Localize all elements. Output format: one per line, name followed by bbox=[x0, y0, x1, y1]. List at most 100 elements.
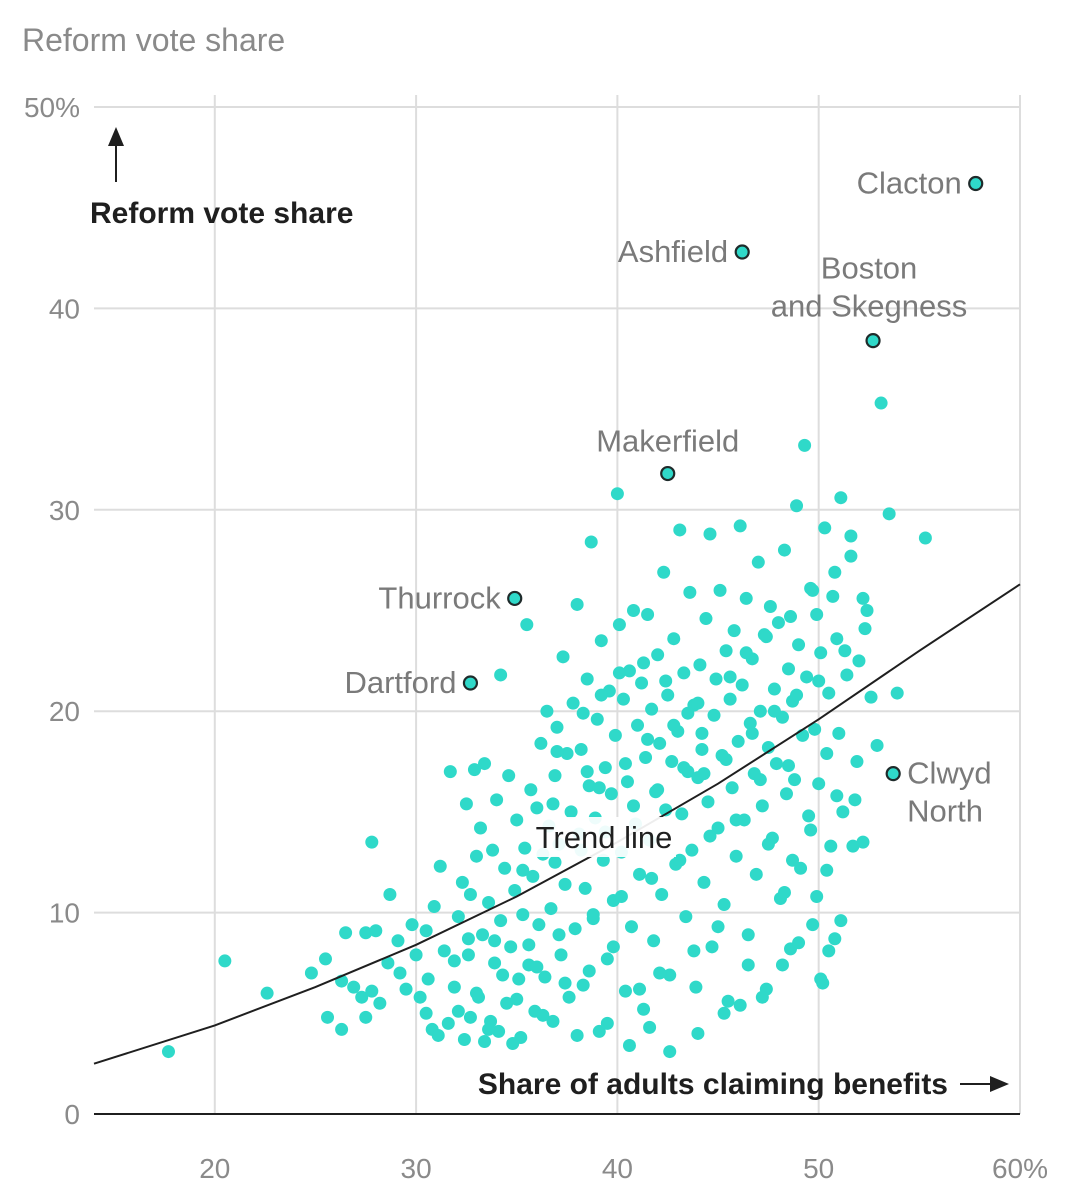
data-point bbox=[792, 936, 806, 950]
data-point bbox=[703, 829, 717, 843]
data-point bbox=[373, 996, 387, 1010]
y-tick-label: 50% bbox=[24, 92, 80, 123]
data-point bbox=[749, 867, 763, 881]
data-point bbox=[161, 1045, 175, 1059]
data-point bbox=[665, 755, 679, 769]
data-point bbox=[755, 799, 769, 813]
constituency-label: Thurrock bbox=[378, 580, 501, 615]
x-tick-label: 30 bbox=[401, 1153, 432, 1184]
data-point bbox=[335, 1022, 349, 1036]
highlighted-point bbox=[507, 590, 523, 607]
data-point bbox=[463, 1010, 477, 1024]
highlighted-points bbox=[462, 175, 984, 782]
data-point bbox=[580, 765, 594, 779]
data-point bbox=[494, 668, 508, 682]
data-point bbox=[657, 565, 671, 579]
data-point bbox=[369, 924, 383, 938]
data-point bbox=[554, 948, 568, 962]
data-point bbox=[848, 793, 862, 807]
data-point bbox=[790, 688, 804, 702]
data-point bbox=[478, 1034, 492, 1048]
data-point bbox=[864, 690, 878, 704]
data-point bbox=[834, 914, 848, 928]
data-point bbox=[723, 692, 737, 706]
data-point bbox=[663, 1045, 677, 1059]
data-point bbox=[626, 604, 640, 617]
data-point bbox=[699, 612, 713, 626]
data-point bbox=[709, 672, 723, 686]
data-point bbox=[759, 630, 773, 644]
data-point bbox=[711, 821, 725, 835]
constituency-label: North bbox=[907, 794, 983, 829]
data-point bbox=[463, 887, 477, 901]
highlighted-point bbox=[660, 465, 676, 482]
y-tick-label: 40 bbox=[49, 293, 80, 324]
data-point bbox=[751, 555, 765, 569]
data-point bbox=[461, 932, 475, 946]
data-point bbox=[838, 644, 852, 658]
data-point bbox=[614, 889, 628, 903]
data-point bbox=[834, 491, 848, 505]
trend-line-annotation: Trend line bbox=[532, 817, 676, 857]
data-point bbox=[806, 918, 820, 932]
data-point bbox=[790, 499, 804, 513]
data-point bbox=[365, 984, 379, 998]
data-point bbox=[727, 624, 741, 638]
data-point bbox=[482, 1022, 496, 1036]
data-point bbox=[814, 646, 828, 660]
constituency-label: Clwyd bbox=[907, 756, 991, 791]
data-point bbox=[753, 704, 767, 718]
data-point bbox=[733, 519, 747, 533]
data-point bbox=[717, 898, 731, 912]
data-point bbox=[451, 910, 465, 924]
data-point bbox=[393, 966, 407, 980]
data-point bbox=[441, 1016, 455, 1030]
data-point bbox=[635, 676, 649, 690]
data-point bbox=[775, 958, 789, 972]
data-point bbox=[707, 708, 721, 722]
x-tick-label: 60% bbox=[992, 1153, 1048, 1184]
data-point bbox=[433, 859, 447, 873]
data-point bbox=[447, 980, 461, 994]
data-point bbox=[761, 837, 775, 851]
data-point bbox=[852, 654, 866, 668]
data-point bbox=[562, 990, 576, 1004]
data-point bbox=[812, 777, 826, 791]
data-point bbox=[689, 980, 703, 994]
data-point bbox=[856, 591, 870, 605]
data-point bbox=[814, 972, 828, 986]
data-point bbox=[606, 940, 620, 954]
data-point bbox=[844, 549, 858, 563]
data-point bbox=[804, 823, 818, 837]
data-point bbox=[641, 732, 655, 746]
constituency-label: Makerfield bbox=[596, 424, 739, 459]
data-point bbox=[427, 900, 441, 914]
data-point bbox=[494, 914, 508, 928]
x-tick-label: 50 bbox=[803, 1153, 834, 1184]
data-point bbox=[691, 1026, 705, 1040]
data-point bbox=[492, 1024, 506, 1038]
data-point bbox=[844, 529, 858, 543]
data-point bbox=[524, 783, 538, 797]
data-point bbox=[471, 990, 485, 1004]
data-point bbox=[594, 688, 608, 702]
data-point bbox=[461, 948, 475, 962]
data-point bbox=[874, 396, 888, 410]
data-point bbox=[624, 920, 638, 934]
data-point bbox=[496, 968, 510, 982]
data-point bbox=[830, 632, 844, 646]
trend-line bbox=[93, 583, 1021, 1065]
data-point bbox=[455, 875, 469, 889]
data-point bbox=[713, 583, 727, 597]
data-point bbox=[612, 666, 626, 680]
data-point bbox=[745, 726, 759, 740]
data-point bbox=[639, 751, 653, 765]
data-point bbox=[218, 954, 232, 968]
data-point bbox=[546, 1014, 560, 1028]
constituency-label: Dartford bbox=[344, 665, 456, 700]
data-point bbox=[890, 686, 904, 700]
data-point bbox=[582, 964, 596, 978]
data-point bbox=[655, 887, 669, 901]
data-point bbox=[590, 712, 604, 726]
